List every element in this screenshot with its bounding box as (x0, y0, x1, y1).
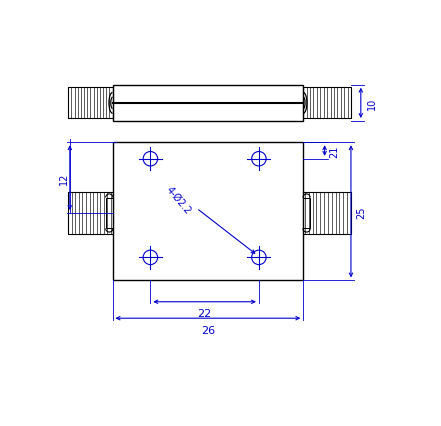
Text: 26: 26 (201, 325, 215, 335)
Text: 25: 25 (356, 206, 366, 218)
Text: 22: 22 (198, 308, 212, 319)
Text: 12: 12 (59, 172, 69, 184)
Text: 21: 21 (329, 145, 340, 157)
Text: 10: 10 (367, 98, 377, 110)
Text: 4-Ø2.2: 4-Ø2.2 (164, 184, 193, 216)
